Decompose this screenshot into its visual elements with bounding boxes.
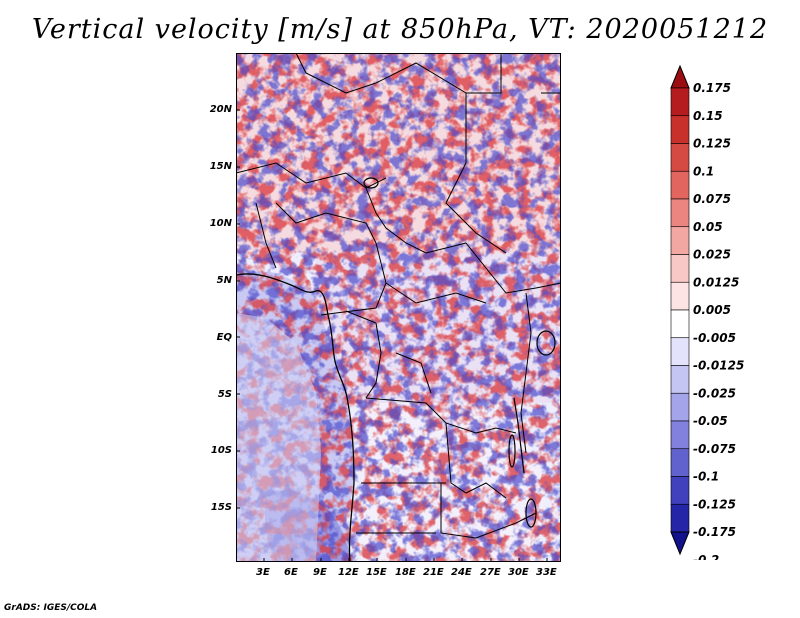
colorbar-label: -0.005: [693, 331, 736, 345]
lat-label: EQ: [216, 332, 232, 343]
colorbar-swatch: [670, 337, 690, 366]
lat-label: 10N: [209, 218, 232, 229]
colorbar-swatch: [670, 448, 690, 477]
colorbar-label: -0.075: [693, 442, 736, 456]
colorbar-label: -0.125: [693, 497, 736, 511]
credit-text: GrADS: IGES/COLA: [4, 603, 98, 613]
latitude-labels: 20N 15N 10N 5N EQ 5S 10S 15S: [196, 0, 234, 618]
lon-label: 27E: [480, 567, 501, 578]
colorbar-swatch: [670, 254, 690, 283]
colorbar-label: 0.1: [693, 164, 714, 178]
lat-label: 15N: [209, 161, 232, 172]
lon-label: 9E: [313, 567, 327, 578]
colorbar-label: 0.0125: [693, 275, 739, 289]
lon-label: 33E: [536, 567, 557, 578]
colorbar-label: -0.2: [693, 553, 719, 560]
colorbar-swatch: [670, 392, 690, 422]
colorbar-label: -0.025: [693, 386, 736, 400]
axis-ticks: [236, 109, 548, 562]
lakes: [363, 177, 556, 528]
colorbar-label: 0.125: [693, 137, 731, 151]
colorbar-swatch: [670, 365, 690, 394]
longitude-labels: 3E 6E 9E 12E 15E 18E 21E 24E 27E 30E 33E: [236, 567, 561, 581]
lat-label: 15S: [210, 502, 232, 513]
colorbar-swatch: [670, 198, 690, 228]
lon-label: 18E: [395, 567, 416, 578]
colorbar-label: 0.175: [693, 81, 731, 95]
lon-label: 3E: [256, 567, 270, 578]
lat-label: 10S: [210, 445, 232, 456]
colorbar-swatch: [670, 226, 690, 255]
lat-label: 5S: [217, 389, 232, 400]
colorbar-label: 0.075: [693, 192, 731, 206]
map-border: [236, 53, 561, 562]
colorbar-swatch: [670, 87, 690, 117]
colorbar-label: -0.175: [693, 525, 736, 539]
colorbar-label: 0.025: [693, 248, 731, 262]
colorbar-label: -0.1: [693, 470, 719, 484]
colorbar-swatch: [670, 309, 690, 339]
colorbar-swatch: [670, 143, 690, 172]
lon-label: 24E: [451, 567, 472, 578]
colorbar-swatch: [670, 531, 690, 556]
ocean-smooth-overlay: [236, 313, 321, 562]
colorbar-swatch: [670, 476, 690, 505]
country-borders: [236, 53, 561, 539]
colorbar-swatch: [670, 281, 690, 311]
vertical-velocity-map: [236, 53, 561, 562]
colorbar-swatch: [670, 420, 690, 450]
lon-label: 12E: [338, 567, 359, 578]
colorbar-label: 0.005: [693, 303, 731, 317]
colorbar-swatch: [670, 503, 690, 533]
colorbar-label: 0.05: [693, 220, 723, 234]
coastline: [236, 273, 355, 562]
colorbar-swatch: [670, 170, 690, 200]
colorbar-swatch: [670, 64, 690, 89]
lat-label: 20N: [209, 104, 232, 115]
colorbar: 0.175 0.15 0.125 0.1 0.075 0.05 0.025 0.0125 0.0…: [670, 64, 744, 560]
lat-label: 5N: [216, 275, 232, 286]
lon-label: 15E: [366, 567, 387, 578]
lon-label: 6E: [284, 567, 298, 578]
colorbar-label: -0.05: [693, 414, 728, 428]
colorbar-label: 0.15: [693, 109, 723, 123]
chart-title: Vertical velocity [m/s] at 850hPa, VT: 2…: [31, 14, 769, 45]
colorbar-label: -0.0125: [693, 359, 744, 373]
lon-label: 30E: [508, 567, 529, 578]
colorbar-swatch: [670, 115, 690, 144]
lon-label: 21E: [423, 567, 444, 578]
